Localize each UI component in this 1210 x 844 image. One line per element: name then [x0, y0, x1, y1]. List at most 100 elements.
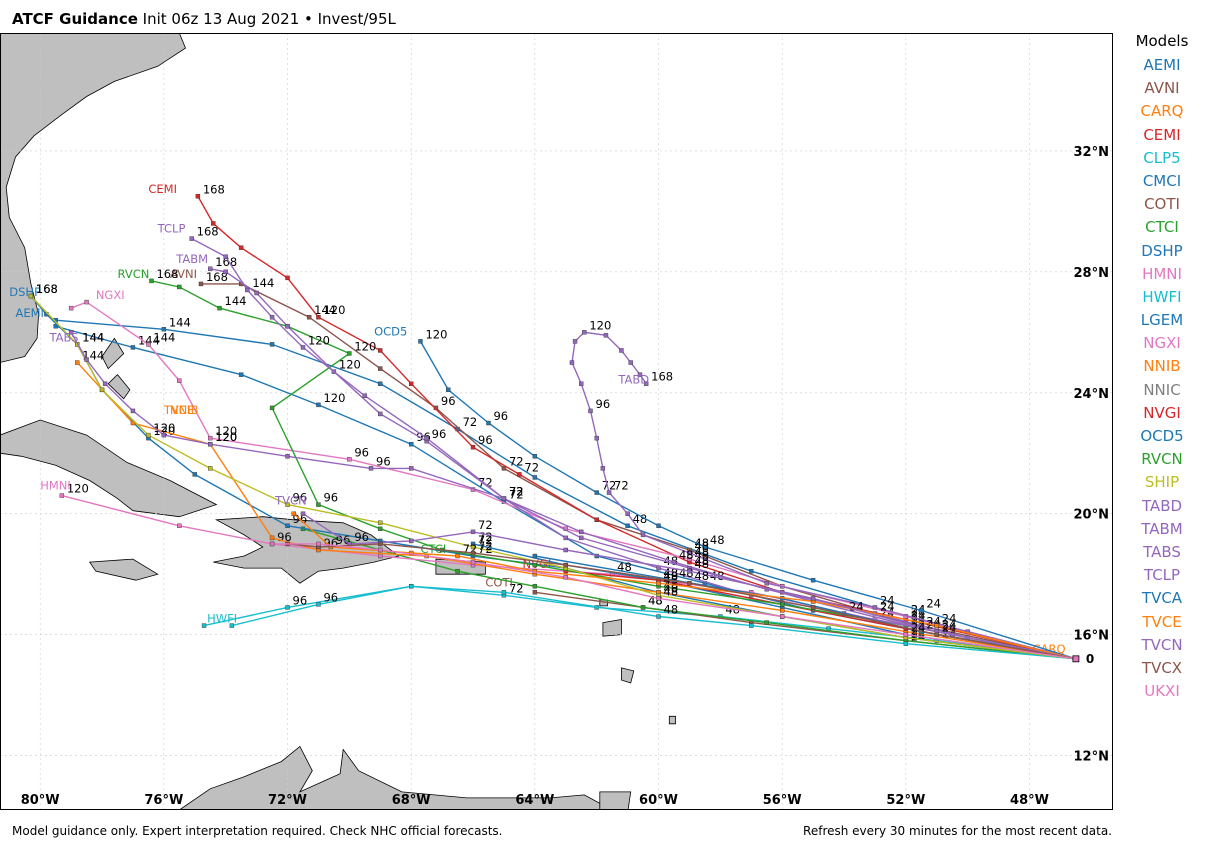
track-model-label: TCLP: [157, 222, 186, 236]
legend-item-nvgi: NVGI: [1143, 403, 1181, 422]
forecast-hour-label: 72: [509, 485, 524, 499]
legend-item-rvcn: RVCN: [1141, 450, 1183, 469]
track-point: [223, 269, 228, 275]
track-point: [408, 441, 414, 447]
lon-tick-label: 80°W: [21, 793, 60, 808]
forecast-hour-label: 144: [82, 330, 104, 344]
track-point: [130, 408, 136, 414]
lon-tick-label: 72°W: [268, 793, 307, 808]
track-point: [347, 457, 352, 462]
track-point: [594, 490, 599, 495]
forecast-hour-label: 144: [82, 330, 104, 344]
track-point: [75, 360, 80, 365]
track-point: [408, 466, 414, 471]
track-point: [408, 381, 414, 386]
forecast-hour-label: 96: [441, 394, 456, 408]
track-line: [419, 341, 1077, 660]
forecast-hour-label: 72: [524, 460, 539, 474]
track-point: [130, 345, 136, 350]
track-point: [470, 544, 476, 550]
track-point: [532, 590, 538, 595]
track-point: [378, 526, 383, 532]
track-point: [300, 511, 306, 516]
forecast-hour-label: 96: [432, 427, 447, 441]
forecast-hour-label: 96: [323, 491, 338, 505]
track-point: [306, 314, 312, 320]
legend-item-tvcx: TVCX: [1141, 658, 1183, 677]
forecast-hour-label: 72: [614, 479, 629, 493]
forecast-hour-label: 120: [308, 333, 330, 347]
forecast-hour-label: 24: [911, 621, 926, 635]
track-point: [903, 632, 909, 637]
lat-tick-label: 20°N: [1074, 508, 1109, 523]
track-point: [192, 472, 197, 477]
forecast-hour-label: 24: [926, 596, 941, 610]
legend-item-ship: SHIP: [1144, 473, 1180, 492]
land-bahamas-b: [107, 374, 131, 400]
track-point: [532, 454, 538, 459]
forecast-hour-label: 48: [664, 603, 679, 617]
track-point: [563, 562, 568, 568]
track-point: [934, 623, 939, 628]
forecast-hour-label: 120: [339, 358, 361, 372]
track-line: [70, 331, 1077, 660]
track-point: [579, 381, 584, 386]
legend-item-hwfi: HWFI: [1142, 287, 1182, 306]
track-point: [532, 584, 538, 589]
track-point: [934, 632, 939, 637]
track-point: [28, 293, 34, 299]
track-model-label: TABS: [48, 330, 78, 344]
forecast-hour-label: 96: [293, 593, 308, 607]
track-point: [656, 596, 661, 601]
track-point: [408, 538, 414, 544]
track-point: [872, 605, 878, 610]
track-point: [68, 305, 74, 311]
legend-item-nnic: NNIC: [1143, 380, 1181, 399]
track-point: [656, 581, 661, 586]
forecast-hour-label: 72: [478, 539, 493, 553]
forecast-hour-label: 72: [478, 518, 493, 532]
track-point: [201, 623, 207, 628]
forecast-hour-label: 168: [651, 370, 673, 384]
track-point: [764, 581, 769, 586]
forecast-hour-label: 120: [67, 482, 89, 496]
track-point: [563, 535, 568, 541]
track-point: [161, 432, 167, 438]
legend-item-tvca: TVCA: [1141, 589, 1183, 608]
forecast-hour-label: 96: [354, 530, 369, 544]
track-point: [238, 245, 244, 250]
lon-tick-label: 64°W: [515, 793, 554, 808]
track-point: [84, 357, 89, 362]
forecast-hour-label: 96: [493, 409, 508, 423]
track-point: [594, 435, 599, 441]
track-point: [810, 605, 816, 610]
forecast-hour-label: 168: [36, 282, 58, 296]
forecast-hour-label: 168: [206, 270, 228, 284]
track-model-label: OCD5: [374, 324, 407, 338]
track-point: [316, 602, 321, 607]
track-point: [470, 529, 476, 535]
track-point: [640, 605, 646, 610]
track-point: [418, 339, 423, 344]
track-point: [102, 381, 108, 386]
lon-tick-label: 60°W: [639, 793, 678, 808]
track-point: [470, 559, 476, 565]
track-model-label: HMNI: [40, 479, 71, 493]
track-point: [285, 502, 290, 507]
track-model-label: TABD: [617, 373, 649, 387]
lon-tick-label: 52°W: [886, 793, 925, 808]
legend-item-ukxi: UKXI: [1144, 682, 1180, 701]
legend-item-carq: CARQ: [1140, 102, 1184, 121]
track-point: [563, 547, 568, 553]
track-point: [149, 278, 154, 284]
forecast-hour-label: 120: [215, 430, 237, 444]
legend-item-tabd: TABD: [1141, 496, 1183, 515]
legend-item-lgem: LGEM: [1140, 311, 1184, 330]
lon-tick-label: 68°W: [392, 793, 431, 808]
legend-item-ngxi: NGXI: [1143, 334, 1181, 353]
track-point: [779, 608, 785, 613]
track-point: [919, 608, 924, 613]
track-point: [779, 614, 785, 619]
